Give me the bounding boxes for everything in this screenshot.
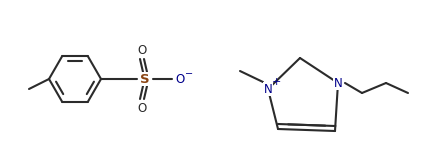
- Text: −: −: [185, 69, 193, 79]
- Text: S: S: [140, 72, 150, 85]
- Text: O: O: [175, 72, 184, 85]
- Text: O: O: [137, 101, 147, 114]
- Text: N: N: [264, 82, 272, 95]
- Text: N: N: [333, 76, 342, 90]
- Text: +: +: [271, 77, 281, 87]
- Text: O: O: [137, 43, 147, 57]
